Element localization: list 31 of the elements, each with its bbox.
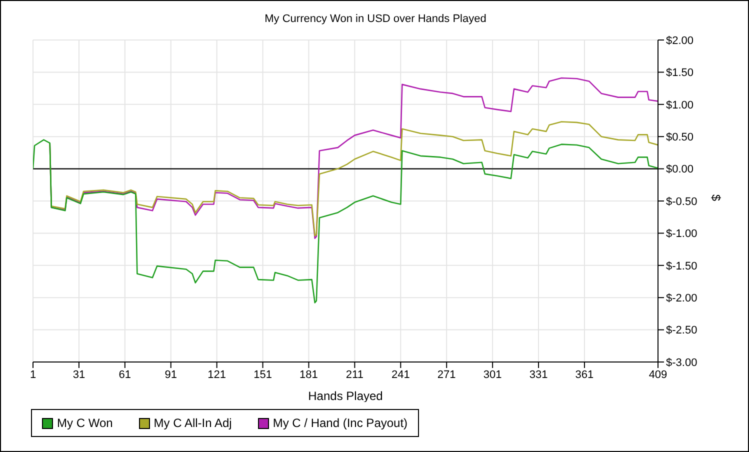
y-tick-label: $1.00 [666, 99, 694, 112]
x-tick-label: 91 [164, 368, 177, 381]
y-tick-label: $-3.00 [666, 356, 698, 369]
x-tick-label: 301 [483, 368, 502, 381]
x-tick-label: 1 [30, 368, 36, 381]
chart-title: My Currency Won in USD over Hands Played [264, 13, 488, 25]
legend-label: My C All-In Adj [154, 416, 232, 430]
x-tick-label: 121 [208, 368, 226, 381]
x-tick-label: 211 [346, 368, 364, 381]
y-tick-label: $-2.00 [666, 292, 698, 305]
x-tick-label: 331 [529, 368, 548, 381]
x-tick-label: 151 [254, 368, 272, 381]
y-tick-label: $2.00 [666, 34, 694, 47]
x-tick-label: 181 [300, 368, 318, 381]
x-tick-label: 61 [118, 368, 132, 381]
line-series [49, 121, 658, 236]
y-axis-title: $ [708, 194, 723, 202]
x-tick-label: 409 [648, 368, 668, 381]
y-tick-label: $0.50 [666, 132, 694, 144]
legend-label: My C Won [57, 416, 113, 430]
legend-label: My C / Hand (Inc Payout) [272, 416, 408, 430]
x-tick-label: 31 [72, 368, 86, 381]
y-tick-label: $-2.50 [666, 324, 698, 337]
y-tick-label: $0.00 [666, 164, 694, 176]
x-tick-label: 271 [437, 368, 456, 381]
y-tick-label: $-1.00 [666, 228, 698, 240]
x-tick-label: 361 [575, 368, 594, 381]
y-tick-label: $-0.50 [666, 196, 698, 208]
x-tick-label: 241 [391, 368, 410, 381]
y-tick-label: $1.50 [666, 67, 694, 80]
y-tick-label: $-1.50 [666, 260, 698, 272]
